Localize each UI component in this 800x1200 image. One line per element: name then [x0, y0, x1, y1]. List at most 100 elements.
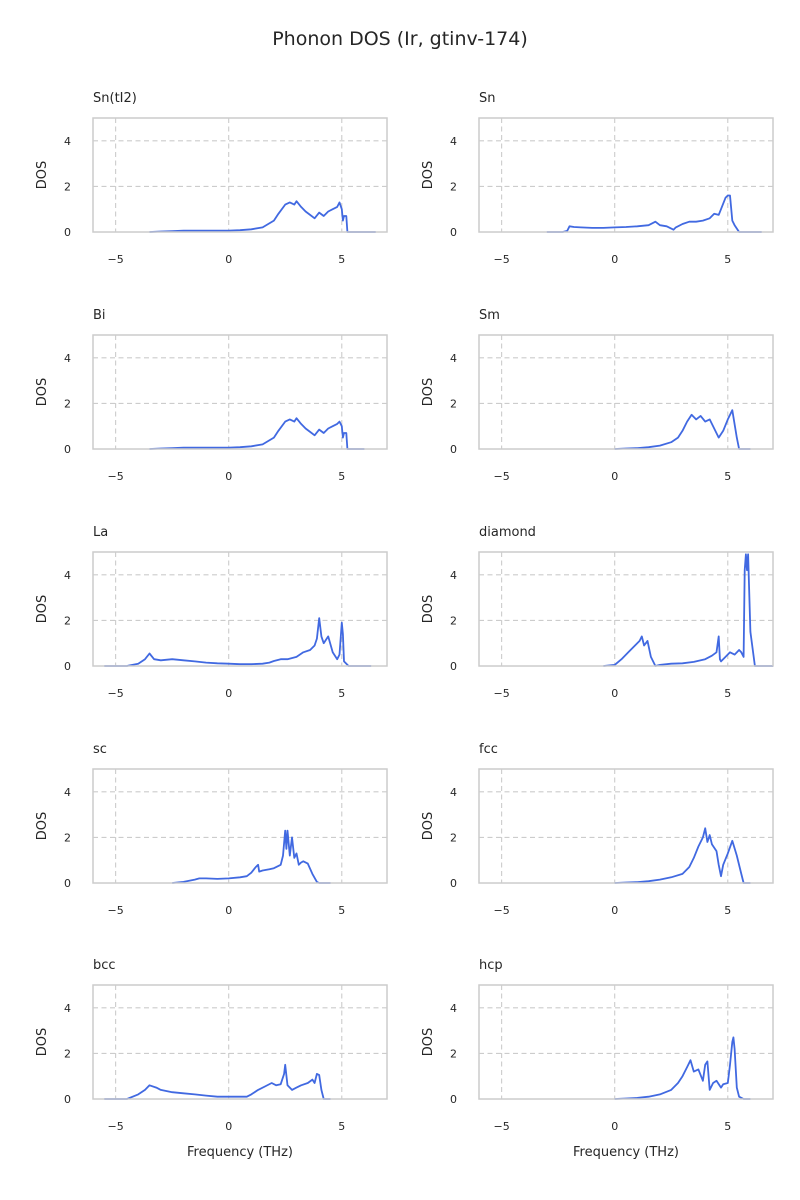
- y-tick-label-1: 2: [450, 397, 457, 410]
- y-tick-label-0: 0: [64, 1093, 71, 1106]
- y-tick-label-2: 4: [450, 1002, 457, 1015]
- axes-frame: [478, 768, 774, 884]
- x-tick-label-2: 5: [338, 253, 345, 266]
- axes-frame: [92, 551, 388, 667]
- y-axis-label: DOS: [35, 1028, 50, 1057]
- panel-title: Sn: [479, 91, 496, 106]
- x-tick-label-2: 5: [338, 1120, 345, 1133]
- x-tick-label-1: 0: [611, 687, 618, 700]
- x-tick-label-2: 5: [724, 904, 731, 917]
- x-tick-label-1: 0: [225, 687, 232, 700]
- panel-title: hcp: [479, 958, 503, 973]
- y-axis-label: DOS: [421, 161, 436, 190]
- panel-8: bcc DOS 0 2 4 −5 0 5 Frequency (THz): [35, 958, 388, 1160]
- panel-0: Sn(tI2) DOS 0 2 4 −5 0 5: [35, 91, 388, 266]
- dos-curve: [614, 827, 751, 884]
- panel-title: bcc: [93, 958, 116, 973]
- y-axis-label: DOS: [421, 1028, 436, 1057]
- axes-frame: [92, 984, 388, 1100]
- y-tick-label-2: 4: [64, 1002, 71, 1015]
- axes-frame: [478, 334, 774, 450]
- y-tick-label-0: 0: [450, 1093, 457, 1106]
- panel-2: Bi DOS 0 2 4 −5 0 5: [35, 308, 388, 483]
- x-tick-label-0: −5: [494, 904, 510, 917]
- panels: Sn(tI2) DOS 0 2 4 −5 0 5 Sn DOS 0 2 4 −5 0 5 Bi DOS 0 2 4 −5 0…: [35, 91, 774, 1160]
- panel-title: Sm: [479, 308, 500, 323]
- x-axis-label: Frequency (THz): [187, 1145, 293, 1160]
- y-axis-label: DOS: [35, 812, 50, 841]
- x-tick-label-0: −5: [494, 253, 510, 266]
- y-tick-label-2: 4: [450, 352, 457, 365]
- y-tick-label-0: 0: [450, 877, 457, 890]
- y-tick-label-0: 0: [64, 660, 71, 673]
- y-axis-label: DOS: [421, 595, 436, 624]
- x-tick-label-1: 0: [225, 1120, 232, 1133]
- y-tick-label-2: 4: [64, 352, 71, 365]
- dos-curve: [546, 194, 762, 233]
- x-tick-label-1: 0: [225, 253, 232, 266]
- y-axis-label: DOS: [35, 161, 50, 190]
- y-tick-label-1: 2: [64, 614, 71, 627]
- y-tick-label-1: 2: [64, 397, 71, 410]
- y-axis-label: DOS: [421, 378, 436, 407]
- x-tick-label-2: 5: [724, 687, 731, 700]
- x-axis-label: Frequency (THz): [573, 1145, 679, 1160]
- dos-curve: [603, 553, 773, 667]
- x-tick-label-0: −5: [494, 687, 510, 700]
- y-tick-label-1: 2: [450, 831, 457, 844]
- axes-frame: [478, 117, 774, 233]
- panel-7: fcc DOS 0 2 4 −5 0 5: [421, 742, 774, 917]
- panel-5: diamond DOS 0 2 4 −5 0 5: [421, 525, 774, 700]
- x-tick-label-0: −5: [494, 1120, 510, 1133]
- panel-title: Sn(tI2): [93, 91, 137, 106]
- x-tick-label-2: 5: [724, 470, 731, 483]
- x-tick-label-1: 0: [611, 904, 618, 917]
- panel-4: La DOS 0 2 4 −5 0 5: [35, 525, 388, 700]
- y-tick-label-2: 4: [450, 135, 457, 148]
- x-tick-label-1: 0: [611, 470, 618, 483]
- x-tick-label-2: 5: [338, 470, 345, 483]
- y-tick-label-1: 2: [450, 180, 457, 193]
- axes-frame: [92, 768, 388, 884]
- y-tick-label-2: 4: [450, 569, 457, 582]
- panel-1: Sn DOS 0 2 4 −5 0 5: [421, 91, 774, 266]
- y-tick-label-1: 2: [64, 1047, 71, 1060]
- panel-9: hcp DOS 0 2 4 −5 0 5 Frequency (THz): [421, 958, 774, 1160]
- x-tick-label-1: 0: [611, 253, 618, 266]
- x-tick-label-0: −5: [108, 687, 124, 700]
- y-tick-label-1: 2: [64, 831, 71, 844]
- x-tick-label-0: −5: [108, 1120, 124, 1133]
- y-axis-label: DOS: [35, 595, 50, 624]
- x-tick-label-1: 0: [225, 470, 232, 483]
- x-tick-label-0: −5: [108, 904, 124, 917]
- dos-curve: [172, 829, 331, 884]
- y-tick-label-2: 4: [64, 569, 71, 582]
- y-tick-label-1: 2: [450, 1047, 457, 1060]
- x-tick-label-2: 5: [338, 904, 345, 917]
- panel-title: La: [93, 525, 108, 540]
- y-tick-label-2: 4: [64, 786, 71, 799]
- y-tick-label-1: 2: [64, 180, 71, 193]
- y-tick-label-0: 0: [64, 443, 71, 456]
- dos-curve: [614, 409, 751, 450]
- x-tick-label-0: −5: [494, 470, 510, 483]
- y-tick-label-0: 0: [450, 226, 457, 239]
- axes-frame: [92, 117, 388, 233]
- y-tick-label-1: 2: [450, 614, 457, 627]
- dos-curve: [149, 200, 376, 233]
- y-tick-label-0: 0: [64, 226, 71, 239]
- dos-curve: [149, 417, 365, 450]
- x-tick-label-0: −5: [108, 470, 124, 483]
- y-tick-label-2: 4: [450, 786, 457, 799]
- x-tick-label-1: 0: [225, 904, 232, 917]
- dos-curve: [104, 617, 372, 667]
- y-tick-label-0: 0: [450, 660, 457, 673]
- panel-title: Bi: [93, 308, 106, 323]
- figure-title: Phonon DOS (Ir, gtinv-174): [272, 28, 528, 50]
- y-axis-label: DOS: [421, 812, 436, 841]
- x-tick-label-2: 5: [338, 687, 345, 700]
- axes-frame: [478, 551, 774, 667]
- y-tick-label-0: 0: [450, 443, 457, 456]
- panel-title: sc: [93, 742, 107, 757]
